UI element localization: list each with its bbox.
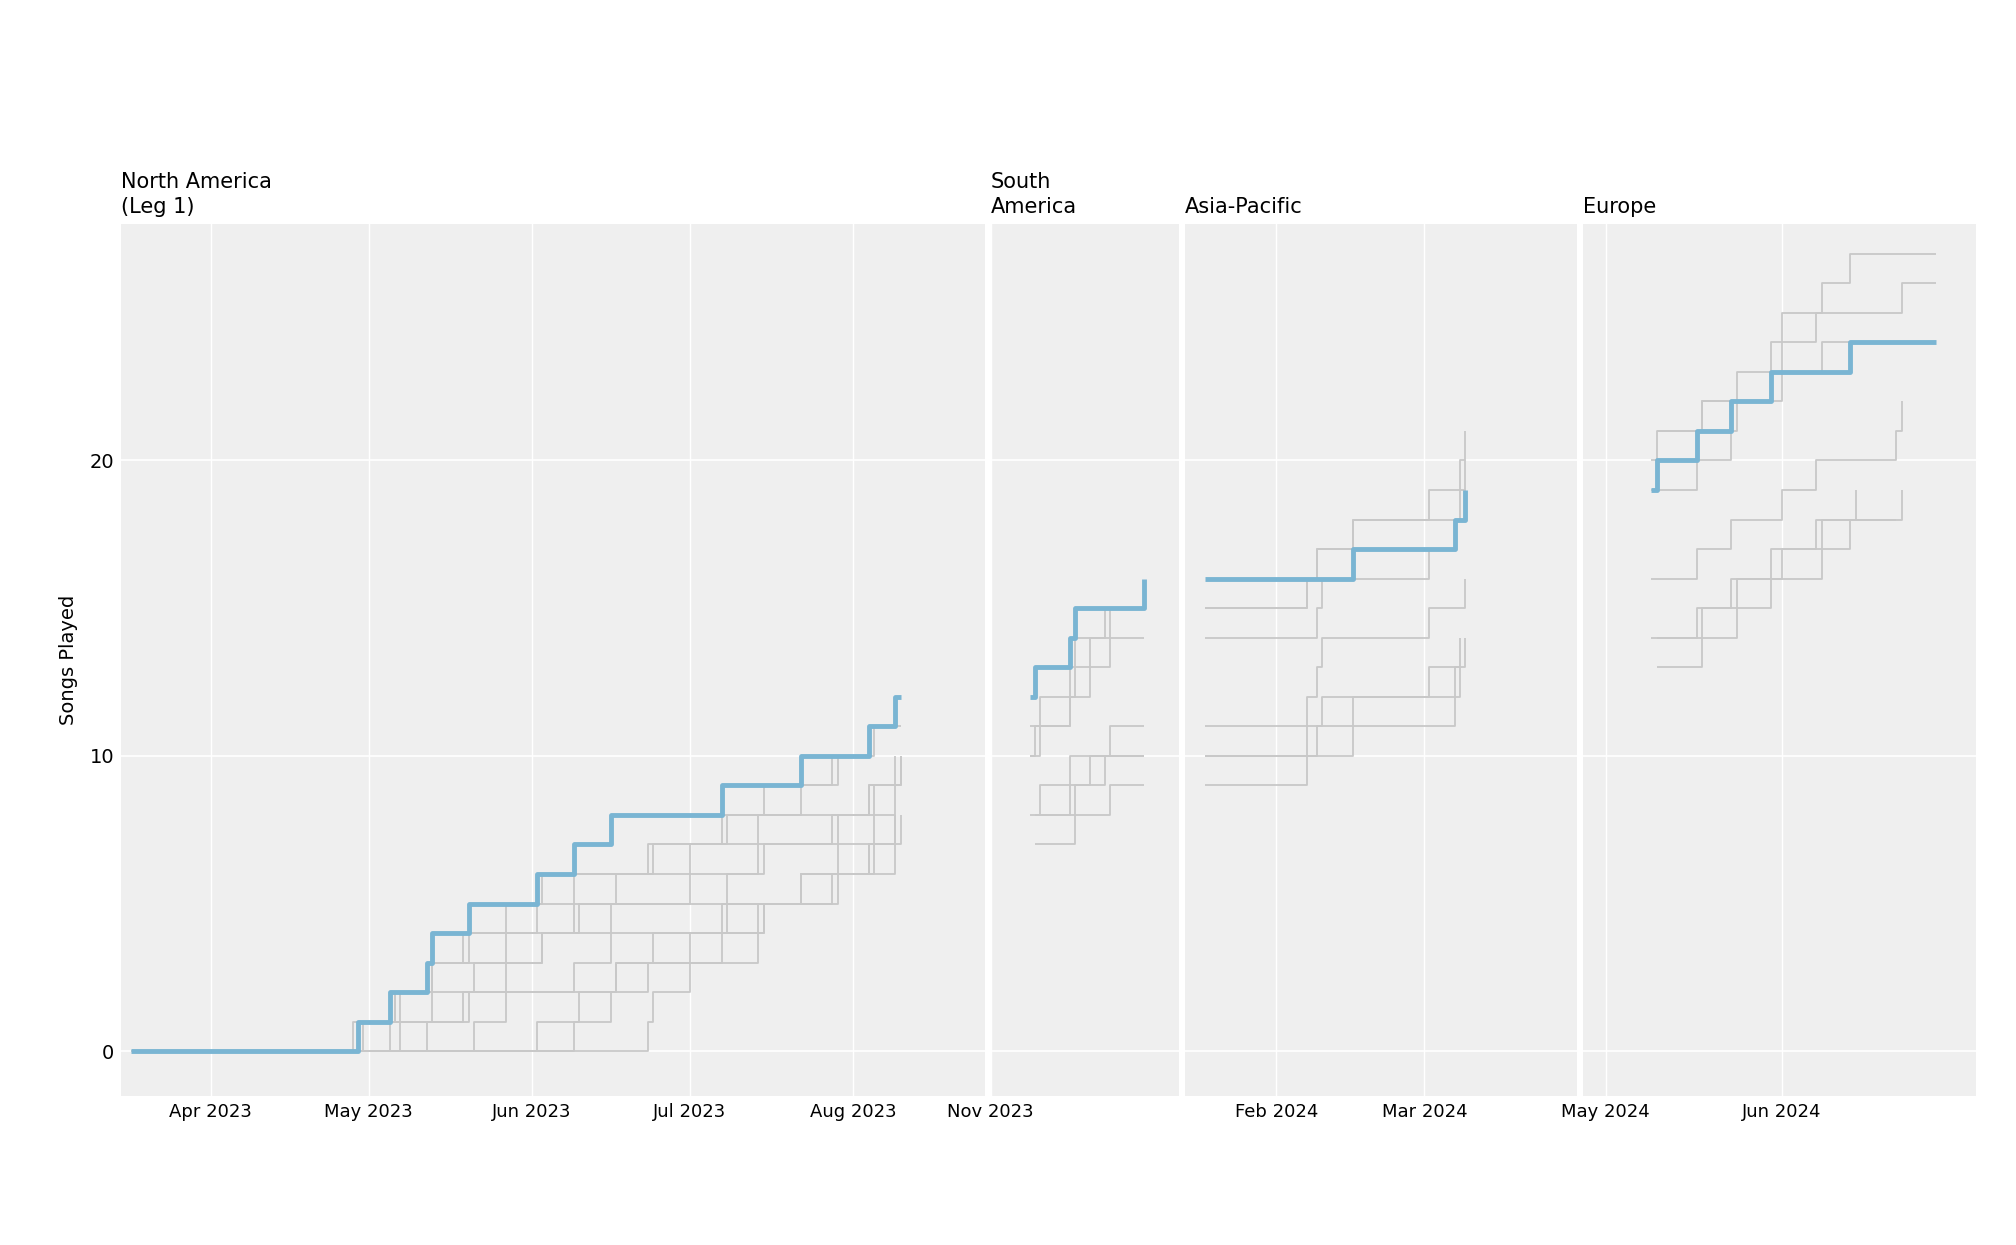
Text: Europe: Europe [1583,197,1657,217]
Text: South
America: South America [990,172,1077,217]
Text: North America
(Leg 1): North America (Leg 1) [121,172,272,217]
Y-axis label: Songs Played: Songs Played [58,595,79,725]
Text: Asia-Pacific: Asia-Pacific [1185,197,1302,217]
